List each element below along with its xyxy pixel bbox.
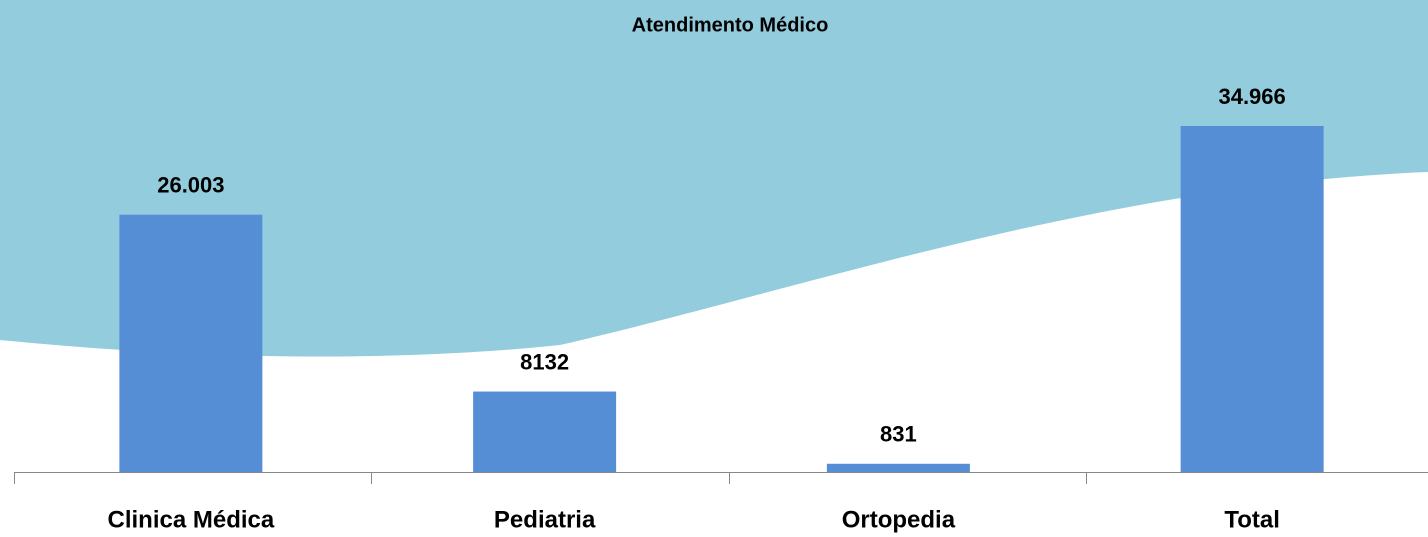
value-label: 26.003: [157, 173, 224, 198]
bar: [473, 391, 617, 472]
background-wave: [0, 0, 1428, 357]
bar: [826, 463, 970, 472]
chart-title: Atendimento Médico: [632, 14, 829, 36]
x-tick-label: Total: [1224, 506, 1280, 533]
category-separators: [14, 472, 1087, 484]
value-label: 831: [880, 422, 917, 447]
bar: [1180, 126, 1324, 472]
bar: [119, 214, 263, 472]
value-label: 34.966: [1218, 84, 1285, 109]
x-tick-label: Clinica Médica: [108, 506, 275, 533]
x-tick-label: Ortopedia: [842, 506, 956, 533]
value-label: 8132: [520, 349, 569, 374]
x-tick-label: Pediatria: [494, 506, 596, 533]
